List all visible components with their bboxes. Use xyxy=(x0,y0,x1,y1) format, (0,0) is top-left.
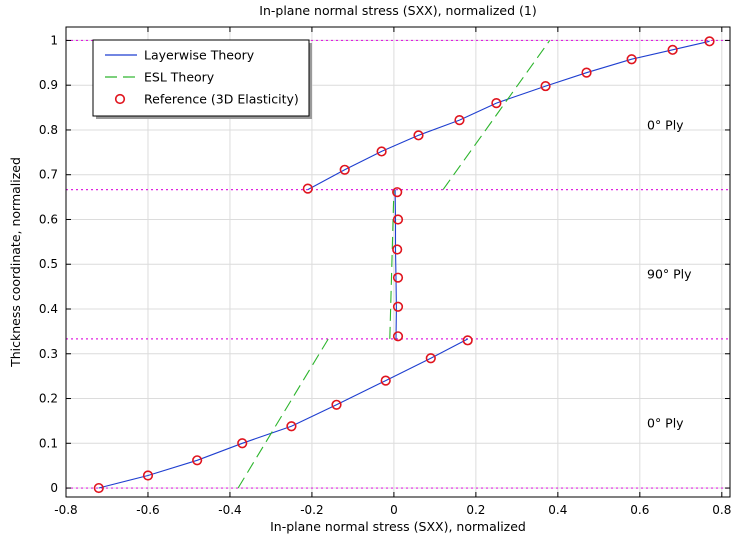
reference-point xyxy=(142,470,154,481)
legend-label: Reference (3D Elasticity) xyxy=(144,92,299,107)
ply-label: 90° Ply xyxy=(647,267,692,282)
reference-point xyxy=(331,399,342,410)
reference-point xyxy=(392,331,404,342)
reference-point xyxy=(392,244,403,255)
reference-point xyxy=(667,44,678,55)
x-axis-title: In-plane normal stress (SXX), normalized xyxy=(270,519,526,534)
y-tick-label: 0.1 xyxy=(39,436,58,450)
x-tick-label: -0.4 xyxy=(218,503,241,517)
layerwise-line xyxy=(394,189,397,339)
reference-point xyxy=(376,146,387,157)
esl-line xyxy=(237,338,329,489)
ply-label: 0° Ply xyxy=(647,117,684,132)
y-tick-label: 0.9 xyxy=(39,78,58,92)
x-tick-label: -0.2 xyxy=(300,503,323,517)
reference-point xyxy=(454,115,465,126)
y-tick-label: 0.5 xyxy=(39,257,58,271)
reference-point xyxy=(392,272,404,283)
y-tick-label: 0.8 xyxy=(39,123,58,137)
x-tick-label: 0 xyxy=(390,503,398,517)
x-tick-label: -0.8 xyxy=(54,503,77,517)
y-tick-label: 1 xyxy=(50,33,58,47)
esl-line xyxy=(442,40,551,190)
legend-box xyxy=(92,39,310,117)
reference-point xyxy=(581,67,592,78)
reference-point xyxy=(237,438,248,449)
esl-line xyxy=(389,189,395,339)
layerwise-line xyxy=(98,338,468,489)
x-tick-label: 0.6 xyxy=(630,503,649,517)
reference-point xyxy=(302,183,313,194)
reference-point xyxy=(392,187,403,198)
y-axis: 0 0.1 0.2 0.3 0.4 0.5 0.6 0.7 0.8 0.9 1 xyxy=(39,33,730,495)
reference-point xyxy=(626,54,637,65)
ply-label: 0° Ply xyxy=(647,416,684,431)
reference-point xyxy=(413,130,424,141)
reference-point xyxy=(339,164,350,175)
y-tick-label: 0.6 xyxy=(39,212,58,226)
legend-label: Layerwise Theory xyxy=(144,48,255,63)
plot-frame xyxy=(65,26,731,498)
x-tick-label: -0.6 xyxy=(136,503,159,517)
reference-point xyxy=(93,482,104,494)
legend: Layerwise Theory ESL Theory Reference (3D … xyxy=(92,39,312,119)
y-tick-label: 0.4 xyxy=(39,302,58,316)
ply-labels: 0° Ply 90° Ply 0° Ply xyxy=(647,117,692,430)
reference-point xyxy=(425,353,436,364)
y-tick-label: 0.7 xyxy=(39,168,58,182)
y-tick-label: 0.3 xyxy=(39,347,58,361)
reference-point xyxy=(540,80,551,92)
y-tick-label: 0 xyxy=(50,481,58,495)
reference-point xyxy=(392,301,404,312)
x-axis: -0.8 -0.6 -0.4 -0.2 0 0.2 0.4 0.6 0.8 xyxy=(54,27,731,517)
reference-point xyxy=(704,36,715,47)
x-tick-label: 0.8 xyxy=(712,503,731,517)
series-layer xyxy=(93,36,715,494)
chart-title: In-plane normal stress (SXX), normalized… xyxy=(259,3,536,18)
reference-point xyxy=(462,335,473,346)
y-axis-title: Thickness coordinate, normalized xyxy=(8,157,23,368)
reference-point xyxy=(392,214,404,225)
x-tick-label: 0.2 xyxy=(466,503,485,517)
reference-point xyxy=(286,421,297,432)
y-tick-label: 0.2 xyxy=(39,392,58,406)
legend-label: ESL Theory xyxy=(144,70,215,85)
reference-point xyxy=(380,375,391,386)
reference-point xyxy=(491,97,502,109)
legend-marker xyxy=(114,93,126,105)
x-tick-label: 0.4 xyxy=(548,503,567,517)
reference-point xyxy=(192,455,203,466)
layerwise-line xyxy=(307,40,710,191)
